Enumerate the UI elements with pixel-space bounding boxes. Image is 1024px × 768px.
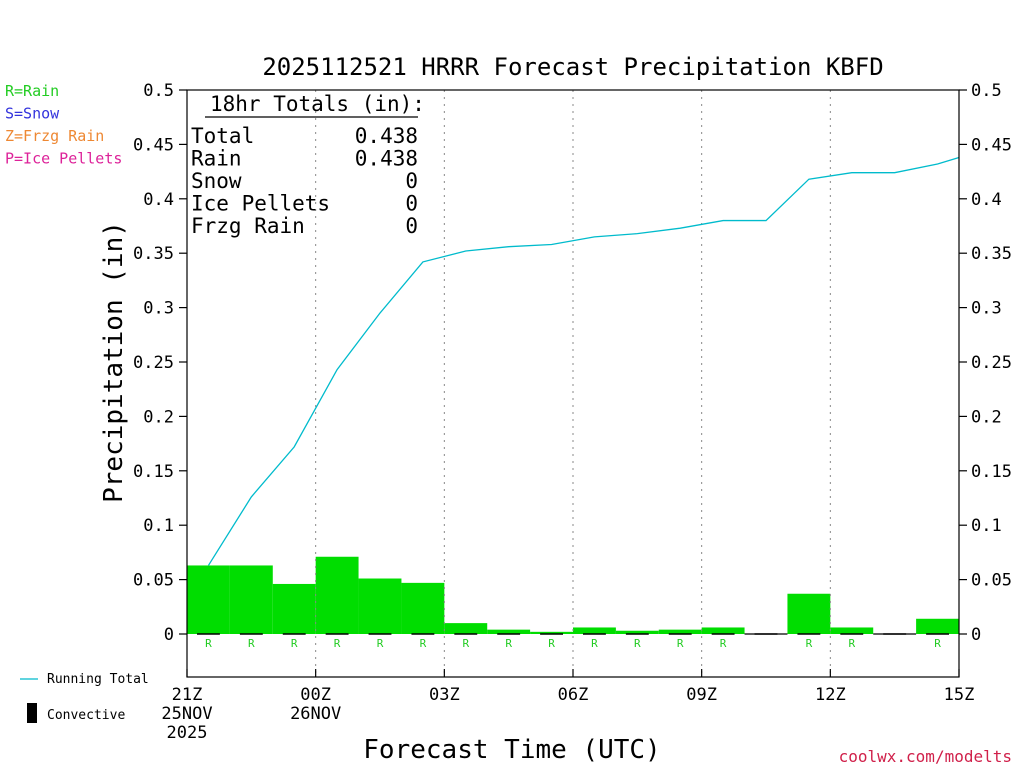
totals-rows: Total 0.438 Rain 0.438 Snow 0 Ice Pellets 0 Frzg…	[191, 124, 418, 238]
running-total-label: Running Total	[47, 672, 149, 687]
x-tick-label: 21Z	[172, 685, 203, 705]
totals-box: 18hr Totals (in): Total 0.438 Rain 0.438 Sno…	[191, 92, 425, 238]
y-tick-label: 0.3	[143, 299, 174, 319]
x-tick-label: 15Z	[944, 685, 975, 705]
y-axis-title: Precipitation (in)	[99, 221, 129, 503]
y-tick-label: 0.35	[133, 244, 174, 264]
y-tick-label: 0.45	[133, 135, 174, 155]
precip-type-mark: R	[420, 637, 427, 650]
precip-type-mark: R	[848, 637, 855, 650]
precip-bar	[487, 629, 531, 634]
totals-row-label: Snow	[191, 169, 242, 193]
running-total-line	[207, 156, 960, 566]
totals-row-label: Ice Pellets	[191, 192, 330, 216]
x-tick-label: 12Z	[815, 685, 846, 705]
convective-swatch	[27, 703, 37, 723]
precip-bar	[358, 578, 402, 634]
precip-bar	[401, 582, 445, 634]
x-tick-label: 09Z	[686, 685, 717, 705]
precip-bar	[187, 565, 230, 634]
type-legend-item: S=Snow	[5, 105, 60, 123]
x-tick-label: 26NOV	[290, 704, 341, 724]
totals-row-label: Frzg Rain	[191, 214, 305, 238]
y-tick-label-right: 0.25	[971, 353, 1012, 373]
precip-type-mark: R	[934, 637, 941, 650]
y-tick-label-right: 0.45	[971, 135, 1012, 155]
precip-bar	[701, 627, 745, 634]
precip-type-mark: R	[634, 637, 641, 650]
y-tick-label-right: 0	[971, 625, 981, 645]
totals-row-value: 0	[405, 192, 418, 216]
precip-type-mark: R	[720, 637, 727, 650]
x-axis-title: Forecast Time (UTC)	[363, 735, 660, 765]
x-tick-label: 03Z	[429, 685, 460, 705]
y-tick-label: 0.2	[143, 407, 174, 427]
precip-type-mark: R	[205, 637, 212, 650]
y-tick-label: 0.4	[143, 190, 174, 210]
totals-row-value: 0	[405, 169, 418, 193]
precip-type-mark: R	[291, 637, 298, 650]
type-legend-item: Z=Frzg Rain	[5, 127, 104, 145]
precip-type-mark: R	[548, 637, 555, 650]
type-legend-item: R=Rain	[5, 82, 59, 100]
precip-bar	[315, 556, 359, 634]
y-tick-label: 0.25	[133, 353, 174, 373]
precip-type-mark: R	[505, 637, 512, 650]
precip-type-mark: R	[377, 637, 384, 650]
y-tick-label-right: 0.05	[971, 571, 1012, 591]
chart-title: 2025112521 HRRR Forecast Precipitation K…	[262, 53, 883, 81]
precip-type-mark: R	[248, 637, 255, 650]
totals-heading: 18hr Totals (in):	[210, 92, 425, 116]
x-tick-label: 2025	[167, 723, 208, 743]
precip-bar	[916, 618, 959, 634]
precip-bar	[830, 627, 874, 634]
precip-bar	[658, 629, 702, 634]
y-tick-label: 0.05	[133, 571, 174, 591]
totals-row-value: 0.438	[355, 147, 418, 171]
convective-label: Convective	[47, 708, 125, 723]
precip-bar	[272, 583, 316, 634]
totals-row-value: 0.438	[355, 124, 418, 148]
y-tick-label-right: 0.3	[971, 299, 1002, 319]
precip-type-mark: R	[677, 637, 684, 650]
precip-bar	[229, 565, 273, 634]
precip-bar	[573, 627, 616, 634]
totals-row-value: 0	[405, 214, 418, 238]
y-axis-left: 0 0.05 0.1 0.15 0.2 0.25 0.3 0.35 0.4 0.45 0.5	[133, 81, 187, 645]
precip-type-mark: R	[806, 637, 813, 650]
y-tick-label: 0.1	[143, 516, 174, 536]
totals-row-label: Total	[191, 124, 254, 148]
precip-bar	[615, 630, 659, 634]
type-legend-item: P=Ice Pellets	[5, 150, 122, 168]
precip-type-mark: R	[591, 637, 598, 650]
precip-type-mark: R	[334, 637, 341, 650]
x-tick-label: 06Z	[558, 685, 589, 705]
y-tick-label: 0	[164, 625, 174, 645]
y-tick-label-right: 0.35	[971, 244, 1012, 264]
x-tick-label: 25NOV	[161, 704, 212, 724]
credit-text: coolwx.com/modelts	[839, 747, 1012, 766]
hourly-precip-bars	[187, 556, 959, 635]
y-axis-right: 0 0.05 0.1 0.15 0.2 0.25 0.3 0.35 0.4 0.45 0.5	[959, 81, 1012, 645]
precip-bar	[530, 631, 573, 634]
precip-type-legend: R=Rain S=Snow Z=Frzg Rain P=Ice Pellets	[5, 82, 122, 168]
x-tick-label: 00Z	[300, 685, 331, 705]
precip-bar	[444, 623, 488, 634]
y-tick-label-right: 0.5	[971, 81, 1002, 101]
y-tick-label-right: 0.15	[971, 462, 1012, 482]
y-tick-label-right: 0.4	[971, 190, 1002, 210]
y-tick-label: 0.5	[143, 81, 174, 101]
bottom-legend: Running Total Convective	[20, 672, 149, 723]
totals-row-label: Rain	[191, 147, 242, 171]
precip-bar	[787, 593, 831, 634]
y-tick-label-right: 0.2	[971, 407, 1002, 427]
y-tick-label: 0.15	[133, 462, 174, 482]
precip-type-mark: R	[462, 637, 469, 650]
y-tick-label-right: 0.1	[971, 516, 1002, 536]
